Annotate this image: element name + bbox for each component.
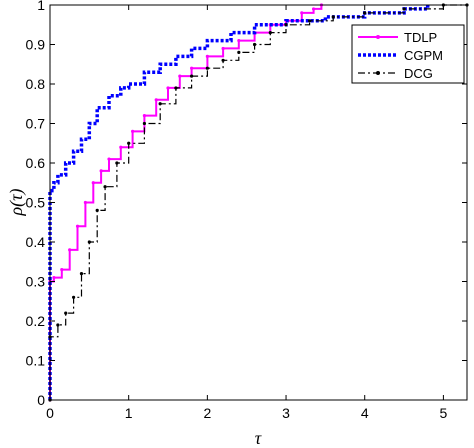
data-point-dcg bbox=[64, 311, 68, 315]
data-point-tdlp bbox=[107, 157, 111, 161]
y-tick-label: 1 bbox=[37, 0, 45, 13]
legend-marker-tdlp bbox=[376, 35, 380, 39]
data-point-dcg bbox=[174, 86, 178, 90]
data-point-dcg bbox=[252, 42, 257, 47]
data-point-dcg bbox=[190, 74, 194, 78]
data-point-tdlp bbox=[166, 86, 170, 90]
data-point-dcg bbox=[115, 161, 119, 165]
y-tick-label: 0.5 bbox=[26, 195, 46, 211]
data-point-tdlp bbox=[75, 224, 80, 228]
y-tick-label: 0.4 bbox=[26, 234, 46, 250]
data-point-dcg bbox=[205, 66, 209, 70]
data-point-tdlp bbox=[68, 248, 72, 252]
data-point-dcg bbox=[221, 58, 225, 62]
data-point-tdlp bbox=[190, 66, 194, 70]
data-point-dcg bbox=[95, 208, 99, 212]
data-point-dcg bbox=[87, 240, 91, 244]
x-tick-label: 0 bbox=[46, 405, 54, 421]
data-point-dcg bbox=[331, 15, 335, 19]
data-point-dcg bbox=[237, 50, 241, 55]
y-axis-label: ρ(τ) bbox=[6, 188, 27, 216]
data-point-tdlp bbox=[119, 145, 123, 149]
data-point-tdlp bbox=[178, 74, 182, 78]
series-line-cgpm bbox=[48, 5, 430, 400]
data-point-dcg bbox=[72, 295, 76, 299]
x-tick-label: 3 bbox=[282, 405, 290, 421]
data-point-dcg bbox=[402, 7, 406, 11]
data-point-tdlp bbox=[311, 7, 316, 11]
data-point-dcg bbox=[142, 121, 147, 126]
ticks-layer: 0 1 2 3 4 5 0 0.1 0.2 0.3 0.4 0.5 0.6 0.7 0.8 0.9 1 bbox=[26, 0, 467, 421]
y-tick-label: 0.1 bbox=[26, 353, 46, 369]
data-point-tdlp bbox=[60, 268, 64, 272]
series-layer bbox=[48, 3, 469, 402]
x-tick-label: 5 bbox=[439, 405, 447, 421]
y-tick-label: 0.3 bbox=[26, 274, 46, 290]
data-point-dcg bbox=[363, 11, 367, 15]
data-point-tdlp bbox=[154, 98, 158, 102]
data-point-tdlp bbox=[83, 200, 88, 205]
y-tick-label: 0.6 bbox=[26, 155, 46, 171]
y-tick-label: 0.7 bbox=[26, 116, 46, 132]
data-point-dcg bbox=[284, 23, 288, 27]
data-point-tdlp bbox=[300, 11, 304, 15]
series-cgpm bbox=[48, 5, 430, 400]
data-point-dcg bbox=[268, 31, 272, 35]
data-point-tdlp bbox=[52, 275, 56, 280]
data-point-tdlp bbox=[205, 54, 209, 58]
data-point-tdlp bbox=[221, 46, 225, 51]
x-tick-label: 4 bbox=[361, 405, 369, 421]
data-point-dcg bbox=[308, 19, 312, 23]
data-point-tdlp bbox=[99, 169, 103, 173]
legend: TDLP CGPM DCG bbox=[351, 24, 465, 84]
legend-label-cgpm: CGPM bbox=[404, 48, 443, 63]
x-axis-label: τ bbox=[255, 428, 262, 448]
data-point-dcg bbox=[56, 323, 60, 327]
legend-marker-dcg bbox=[376, 71, 380, 75]
data-point-tdlp bbox=[237, 38, 241, 43]
x-tick-label: 2 bbox=[203, 405, 211, 421]
data-point-tdlp bbox=[142, 114, 147, 118]
series-dcg bbox=[48, 3, 469, 402]
y-tick-label: 0.2 bbox=[26, 313, 46, 329]
data-point-dcg bbox=[79, 272, 84, 276]
y-tick-label: 0.8 bbox=[26, 76, 46, 92]
y-tick-label: 0.9 bbox=[26, 37, 46, 53]
data-point-dcg bbox=[158, 102, 162, 106]
data-point-dcg bbox=[103, 185, 107, 189]
data-point-tdlp bbox=[91, 181, 95, 185]
x-tick-label: 1 bbox=[125, 405, 133, 421]
legend-entries: TDLP CGPM DCG bbox=[358, 30, 443, 81]
data-point-tdlp bbox=[131, 129, 135, 133]
y-tick-label: 0 bbox=[37, 392, 45, 408]
legend-label-tdlp: TDLP bbox=[404, 30, 437, 45]
legend-label-dcg: DCG bbox=[404, 66, 433, 81]
data-point-dcg bbox=[127, 141, 131, 145]
